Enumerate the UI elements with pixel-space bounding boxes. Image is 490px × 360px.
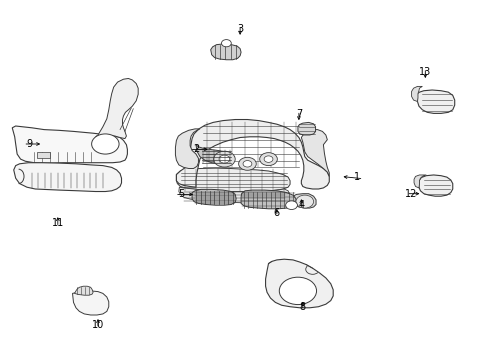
Circle shape	[214, 151, 235, 167]
Polygon shape	[298, 122, 316, 135]
Text: 2: 2	[193, 144, 199, 154]
Text: 3: 3	[237, 24, 243, 34]
Bar	[37, 152, 50, 158]
Polygon shape	[266, 259, 333, 308]
Polygon shape	[96, 78, 138, 139]
Polygon shape	[419, 175, 453, 196]
Text: 8: 8	[300, 302, 306, 312]
Polygon shape	[14, 163, 122, 192]
Polygon shape	[196, 145, 234, 164]
Polygon shape	[12, 126, 127, 163]
Text: 5: 5	[178, 189, 184, 199]
Text: 4: 4	[298, 200, 304, 210]
Polygon shape	[241, 190, 296, 209]
Text: 7: 7	[296, 109, 302, 120]
Circle shape	[260, 153, 277, 166]
Circle shape	[221, 40, 231, 47]
Polygon shape	[176, 120, 329, 189]
Polygon shape	[412, 86, 422, 102]
Polygon shape	[211, 44, 241, 60]
Circle shape	[286, 201, 297, 210]
Text: 6: 6	[274, 208, 280, 218]
Polygon shape	[417, 90, 455, 113]
Circle shape	[219, 155, 230, 163]
Polygon shape	[293, 194, 316, 208]
Polygon shape	[301, 130, 329, 176]
Polygon shape	[175, 129, 200, 168]
Circle shape	[279, 277, 317, 305]
Circle shape	[243, 161, 252, 167]
Text: 1: 1	[354, 172, 360, 182]
Polygon shape	[176, 168, 290, 192]
Polygon shape	[192, 189, 236, 205]
Polygon shape	[74, 286, 93, 295]
Circle shape	[92, 134, 119, 154]
Circle shape	[296, 195, 314, 208]
Text: 12: 12	[405, 189, 418, 199]
Circle shape	[264, 156, 273, 162]
Polygon shape	[73, 291, 109, 315]
Polygon shape	[414, 175, 426, 188]
Text: 9: 9	[26, 139, 32, 149]
Polygon shape	[179, 187, 289, 203]
Text: 11: 11	[51, 218, 64, 228]
Text: 10: 10	[92, 320, 104, 330]
Circle shape	[239, 157, 256, 170]
Text: 13: 13	[419, 67, 431, 77]
